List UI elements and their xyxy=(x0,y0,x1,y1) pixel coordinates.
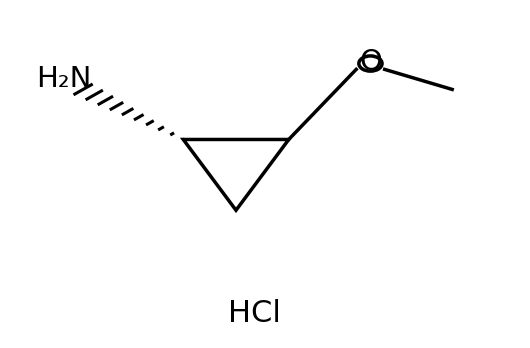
Text: HCl: HCl xyxy=(228,299,281,328)
Text: H₂N: H₂N xyxy=(36,65,91,93)
Circle shape xyxy=(359,56,382,71)
Text: O: O xyxy=(359,48,382,76)
